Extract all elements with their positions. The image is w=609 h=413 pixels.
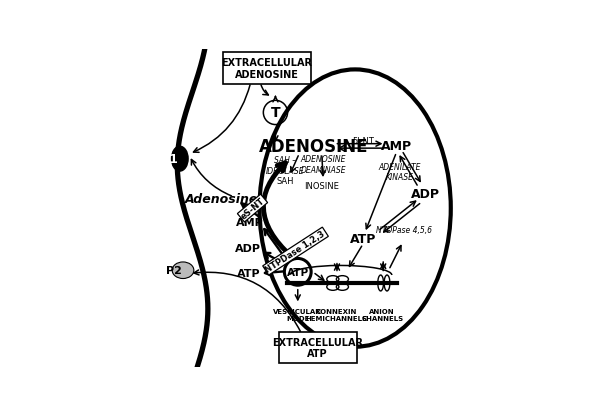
Text: ATP: ATP [350, 232, 376, 245]
Text: ADP: ADP [411, 188, 440, 201]
Text: ADENILATE
KINASE: ADENILATE KINASE [379, 162, 421, 182]
Text: ATP: ATP [287, 267, 309, 277]
Text: ADENOSINE
DEAMINASE: ADENOSINE DEAMINASE [300, 155, 346, 174]
Text: EXTRACELLULAR
ATP: EXTRACELLULAR ATP [272, 337, 363, 358]
Text: ADENOSINE: ADENOSINE [259, 138, 368, 156]
Text: SAH: SAH [276, 177, 294, 186]
Text: P1: P1 [162, 153, 178, 166]
Text: INOSINE: INOSINE [304, 181, 339, 190]
Text: P2: P2 [166, 266, 181, 275]
Ellipse shape [172, 147, 188, 172]
Text: eS-NT: eS-NT [239, 196, 266, 221]
Text: SAH –
IDROLASE: SAH – IDROLASE [266, 156, 304, 175]
Text: EXTRACELLULAR
ADENOSINE: EXTRACELLULAR ADENOSINE [221, 58, 312, 79]
Text: AMP: AMP [236, 218, 264, 228]
Text: 5'-NT: 5'-NT [353, 137, 375, 146]
FancyBboxPatch shape [223, 53, 311, 85]
Text: CONNEXIN
HEMICHANNELS: CONNEXIN HEMICHANNELS [305, 309, 367, 322]
Text: ADP: ADP [235, 243, 261, 253]
Text: AMP: AMP [381, 140, 412, 153]
Text: Adenosine: Adenosine [185, 192, 258, 206]
Text: ANION
CHANNELS: ANION CHANNELS [361, 309, 403, 322]
Text: NTPDase 1,2,3: NTPDase 1,2,3 [264, 229, 327, 274]
Text: ATP: ATP [236, 269, 260, 279]
Text: T: T [270, 106, 280, 120]
FancyBboxPatch shape [279, 332, 357, 363]
Ellipse shape [172, 262, 194, 279]
Text: VESCICULAR
MODE: VESCICULAR MODE [273, 309, 322, 322]
Text: NTDPase 4,5,6: NTDPase 4,5,6 [376, 225, 432, 235]
